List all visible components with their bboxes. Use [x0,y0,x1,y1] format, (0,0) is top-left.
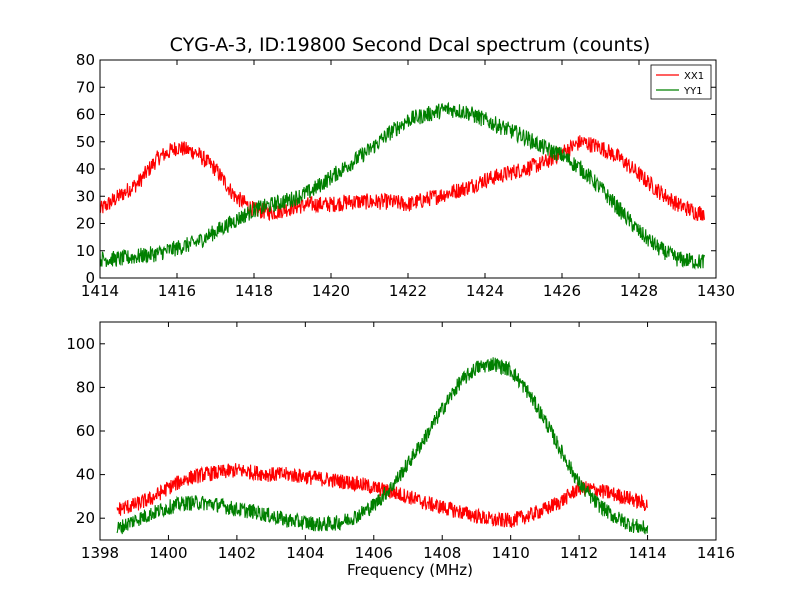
x-tick-label: 1404 [286,544,324,562]
y-tick-label: 70 [76,78,95,96]
y-tick-label: 40 [76,466,95,484]
series-line-yy1 [116,357,649,535]
y-tick-label: 60 [76,106,95,124]
y-tick-label: 0 [85,269,95,287]
x-tick-label: 1418 [235,282,273,300]
x-tick-label: 1426 [543,282,581,300]
x-tick-label: 1414 [81,282,119,300]
chart-title: CYG-A-3, ID:19800 Second Dcal spectrum (… [169,34,651,56]
x-tick-label: 1422 [389,282,427,300]
y-tick-label: 40 [76,160,95,178]
x-tick-label: 1424 [466,282,504,300]
y-tick-label: 100 [66,335,95,353]
y-tick-label: 80 [76,378,95,396]
x-tick-label: 1398 [81,544,119,562]
x-tick-label: 1416 [697,544,735,562]
series-group [100,101,705,270]
x-tick-label: 1400 [149,544,187,562]
x-tick-label: 1410 [492,544,530,562]
x-tick-label: 1416 [158,282,196,300]
x-tick-label: 1408 [423,544,461,562]
x-tick-label: 1430 [697,282,735,300]
x-tick-label: 1414 [628,544,666,562]
x-tick-label: 1402 [218,544,256,562]
y-tick-label: 20 [76,509,95,527]
y-tick-label: 50 [76,133,95,151]
y-tick-label: 80 [76,51,95,69]
y-tick-label: 30 [76,187,95,205]
plot-frame [99,59,717,279]
plot-frame [99,321,717,541]
legend-label-yy1: YY1 [683,86,703,97]
chart-top: 1414 1416 1418 1420 1422 1424 1426 1428 1430 0 10 2… [76,51,735,300]
x-tick-label: 1428 [620,282,658,300]
y-tick-label: 10 [76,242,95,260]
legend-box [650,64,712,100]
series-group [116,357,649,535]
x-tick-label: 1412 [560,544,598,562]
series-line-yy1 [100,101,705,270]
series-line-xx1 [116,463,649,528]
y-tick-label: 20 [76,215,95,233]
y-tick-label: 60 [76,422,95,440]
x-axis-label: Frequency (MHz) [346,561,474,579]
series-line-xx1 [100,135,705,222]
legend-label-xx1: XX1 [684,71,704,82]
chart-bottom: 1398 1400 1402 1404 1406 1408 1410 1412 1414 1416… [66,321,735,562]
x-tick-label: 1406 [355,544,393,562]
x-tick-label: 1420 [312,282,350,300]
